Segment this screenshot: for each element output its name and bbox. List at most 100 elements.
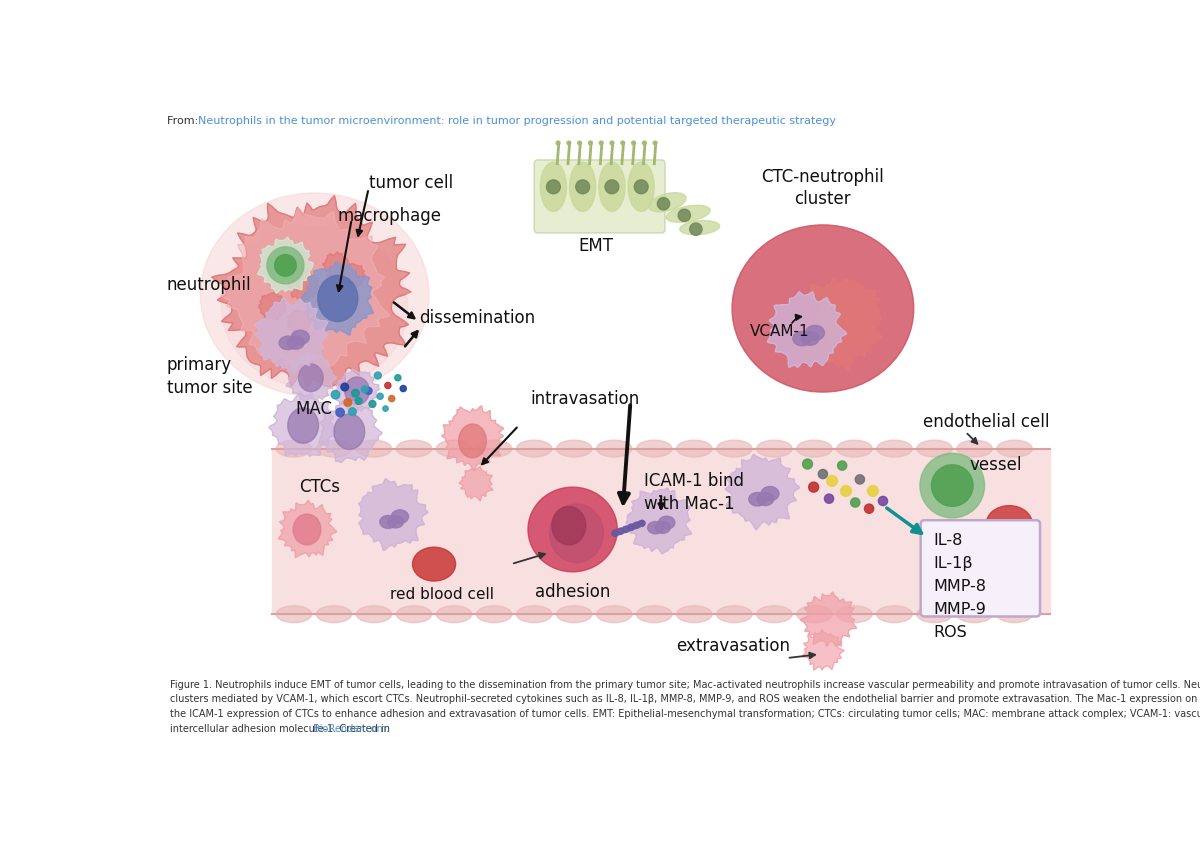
Ellipse shape — [877, 606, 912, 623]
Text: intercellular adhesion molecule-1. Created in: intercellular adhesion molecule-1. Creat… — [170, 723, 394, 734]
Ellipse shape — [797, 440, 832, 457]
Polygon shape — [258, 237, 313, 294]
Circle shape — [400, 386, 407, 391]
Ellipse shape — [276, 440, 312, 457]
Polygon shape — [768, 292, 847, 368]
Ellipse shape — [677, 440, 712, 457]
Ellipse shape — [797, 606, 832, 623]
Circle shape — [809, 483, 818, 492]
Polygon shape — [288, 309, 312, 333]
Ellipse shape — [631, 141, 636, 145]
Ellipse shape — [318, 276, 358, 322]
Ellipse shape — [920, 454, 985, 518]
Polygon shape — [342, 263, 366, 288]
Ellipse shape — [610, 141, 614, 145]
Ellipse shape — [732, 225, 913, 392]
Circle shape — [395, 374, 401, 381]
Ellipse shape — [716, 606, 752, 623]
Text: VCAM-1: VCAM-1 — [750, 324, 809, 339]
Ellipse shape — [648, 522, 664, 534]
Ellipse shape — [222, 227, 408, 388]
Text: MAC: MAC — [295, 400, 332, 418]
Ellipse shape — [636, 440, 672, 457]
Circle shape — [827, 476, 838, 487]
Ellipse shape — [200, 193, 430, 397]
Ellipse shape — [566, 141, 571, 145]
Polygon shape — [800, 592, 857, 647]
Ellipse shape — [690, 223, 702, 236]
Ellipse shape — [997, 440, 1032, 457]
Polygon shape — [211, 196, 412, 390]
Text: CTCs: CTCs — [299, 478, 341, 496]
Ellipse shape — [556, 141, 560, 145]
Text: tumor cell: tumor cell — [368, 174, 452, 192]
Circle shape — [383, 406, 389, 411]
Ellipse shape — [757, 606, 792, 623]
Text: BioRender.com.: BioRender.com. — [313, 723, 390, 734]
Ellipse shape — [413, 547, 456, 581]
Ellipse shape — [678, 209, 690, 221]
Circle shape — [612, 530, 618, 536]
Ellipse shape — [476, 440, 512, 457]
Ellipse shape — [677, 606, 712, 623]
Polygon shape — [803, 630, 845, 670]
Circle shape — [838, 461, 847, 471]
Circle shape — [856, 475, 864, 484]
Ellipse shape — [599, 163, 625, 211]
Circle shape — [634, 523, 640, 528]
Ellipse shape — [317, 606, 352, 623]
Polygon shape — [336, 369, 379, 414]
Ellipse shape — [917, 440, 953, 457]
Text: the ICAM-1 expression of CTCs to enhance adhesion and extravasation of tumor cel: the ICAM-1 expression of CTCs to enhance… — [170, 709, 1200, 719]
Circle shape — [851, 498, 860, 507]
Circle shape — [617, 528, 624, 534]
Ellipse shape — [299, 364, 323, 391]
Ellipse shape — [280, 336, 296, 350]
Text: neutrophil: neutrophil — [167, 277, 252, 294]
Ellipse shape — [276, 606, 312, 623]
Ellipse shape — [655, 522, 671, 534]
Polygon shape — [442, 406, 504, 471]
Ellipse shape — [605, 180, 619, 194]
Text: clusters mediated by VCAM-1, which escort CTCs. Neutrophil-secreted cytokines su: clusters mediated by VCAM-1, which escor… — [170, 694, 1200, 705]
Polygon shape — [816, 279, 881, 345]
Ellipse shape — [344, 377, 370, 405]
Ellipse shape — [437, 606, 472, 623]
Polygon shape — [626, 488, 691, 554]
Ellipse shape — [391, 510, 408, 523]
Ellipse shape — [642, 141, 646, 145]
Ellipse shape — [588, 141, 593, 145]
Ellipse shape — [679, 220, 720, 235]
Circle shape — [623, 526, 629, 533]
Polygon shape — [323, 252, 349, 278]
Ellipse shape — [266, 247, 304, 284]
Ellipse shape — [476, 606, 512, 623]
Ellipse shape — [596, 606, 632, 623]
Text: macrophage: macrophage — [338, 207, 442, 225]
Text: extravasation: extravasation — [677, 637, 791, 655]
Polygon shape — [221, 208, 390, 372]
Ellipse shape — [596, 440, 632, 457]
Ellipse shape — [287, 336, 304, 349]
Circle shape — [352, 389, 359, 397]
Text: dissemination: dissemination — [419, 309, 535, 327]
Ellipse shape — [658, 197, 670, 210]
Ellipse shape — [557, 440, 592, 457]
Circle shape — [864, 504, 874, 513]
Ellipse shape — [317, 440, 352, 457]
Polygon shape — [254, 298, 328, 373]
Circle shape — [341, 383, 348, 391]
Ellipse shape — [659, 517, 674, 529]
Ellipse shape — [649, 192, 686, 212]
Text: ICAM-1 bind
with Mac-1: ICAM-1 bind with Mac-1 — [644, 471, 744, 513]
Ellipse shape — [396, 440, 432, 457]
Ellipse shape — [356, 440, 391, 457]
Ellipse shape — [836, 606, 872, 623]
FancyBboxPatch shape — [534, 160, 665, 233]
Polygon shape — [259, 292, 286, 320]
Ellipse shape — [802, 332, 820, 346]
Ellipse shape — [437, 440, 472, 457]
Text: intravasation: intravasation — [530, 390, 640, 408]
Ellipse shape — [636, 606, 672, 623]
Circle shape — [385, 382, 391, 389]
